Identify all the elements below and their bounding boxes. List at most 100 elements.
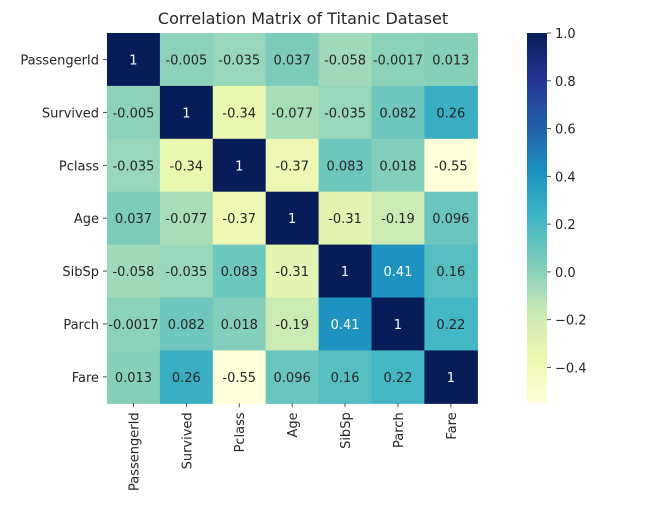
heatmap-cell <box>371 297 425 351</box>
heatmap-cell <box>107 350 161 404</box>
heatmap-cell <box>318 85 373 140</box>
row-tick-label: PassengerId <box>20 53 99 68</box>
cell-value-label: 1 <box>447 371 455 386</box>
heatmap-cell <box>212 85 267 140</box>
heatmap-cell <box>212 138 267 193</box>
heatmap-cell <box>159 85 214 140</box>
cell-value-label: 0.41 <box>383 265 412 280</box>
cell-value-label: -0.37 <box>275 159 309 174</box>
cell-value-label: 0.082 <box>168 318 205 333</box>
heatmap-cell <box>265 138 320 193</box>
cell-value-label: 0.083 <box>326 159 363 174</box>
colorbar: 1.0 0.8 0.6 0.4 0.2 0.0 −0.2 −0.4 <box>527 27 587 404</box>
cell-value-label: -0.19 <box>275 318 309 333</box>
colorbar-tick-label: 0.6 <box>555 123 576 138</box>
row-tick-labels: PassengerId Survived Pclass Age SibSp Parch Fa… <box>20 53 107 386</box>
cell-value-label: -0.31 <box>328 212 362 227</box>
cell-value-label: -0.005 <box>112 106 154 121</box>
cell-value-label: 0.083 <box>221 265 258 280</box>
cell-value-label: -0.005 <box>165 53 207 68</box>
colorbar-tick-label: 1.0 <box>555 27 576 42</box>
cell-value-label: -0.31 <box>275 265 309 280</box>
cell-value-label: 0.096 <box>432 212 469 227</box>
cell-value-label: 1 <box>288 212 296 227</box>
cell-value-label: 0.26 <box>172 371 201 386</box>
column-tick-labels: PassengerId Survived Pclass Age SibSp Parch Fa… <box>127 403 460 491</box>
cell-value-label: 0.22 <box>383 371 412 386</box>
heatmap-cells: 1 -0.005 -0.035 0.037 -0.058 -0.0017 0.013 -0.0… <box>107 33 478 404</box>
heatmap-cell <box>318 297 373 351</box>
heatmap-cell <box>371 85 425 140</box>
cell-value-label: -0.058 <box>112 265 154 280</box>
cell-value-label: 0.018 <box>221 318 258 333</box>
heatmap-cell <box>318 350 373 404</box>
cell-value-label: 0.013 <box>432 53 469 68</box>
heatmap-cell <box>265 85 320 140</box>
row-tick-label: Survived <box>42 106 99 121</box>
colorbar-tick-label: −0.4 <box>555 361 587 376</box>
cell-value-label: 1 <box>235 159 243 174</box>
heatmap-cell <box>107 191 161 246</box>
cell-value-label: -0.19 <box>381 212 415 227</box>
cell-value-label: -0.035 <box>112 159 154 174</box>
row-tick-label: SibSp <box>62 265 99 280</box>
heatmap-cell <box>212 33 267 87</box>
heatmap-cell <box>212 350 267 404</box>
cell-value-label: 0.26 <box>436 106 465 121</box>
column-tick-label: PassengerId <box>127 412 142 491</box>
heatmap-cell <box>265 33 320 87</box>
heatmap-cell <box>107 138 161 193</box>
cell-value-label: 0.16 <box>331 371 360 386</box>
heatmap-cell <box>107 244 161 299</box>
cell-value-label: 0.082 <box>379 106 416 121</box>
heatmap-cell <box>424 138 478 193</box>
chart-title: Correlation Matrix of Titanic Dataset <box>158 9 448 28</box>
column-tick-label: Fare <box>445 412 460 439</box>
cell-value-label: -0.035 <box>165 265 207 280</box>
heatmap-cell <box>318 138 373 193</box>
row-tick-label: Fare <box>72 371 99 386</box>
cell-value-label: -0.035 <box>324 106 366 121</box>
heatmap-cell <box>212 244 267 299</box>
heatmap-cell <box>159 33 214 87</box>
heatmap-cell <box>265 350 320 404</box>
row-tick-label: Pclass <box>59 159 99 174</box>
cell-value-label: -0.34 <box>222 106 256 121</box>
cell-value-label: 0.16 <box>436 265 465 280</box>
cell-value-label: -0.077 <box>165 212 207 227</box>
heatmap-cell <box>424 350 478 404</box>
heatmap-cell <box>159 191 214 246</box>
heatmap-cell <box>159 244 214 299</box>
heatmap-cell <box>371 33 425 87</box>
cell-value-label: -0.55 <box>434 159 468 174</box>
cell-value-label: 1 <box>341 265 349 280</box>
heatmap-cell <box>424 244 478 299</box>
heatmap-cell <box>424 191 478 246</box>
cell-value-label: 1 <box>394 318 402 333</box>
column-tick-label: Age <box>286 412 301 437</box>
colorbar-gradient <box>527 33 547 404</box>
heatmap-cell <box>424 297 478 351</box>
cell-value-label: 0.037 <box>115 212 152 227</box>
heatmap-cell <box>265 191 320 246</box>
heatmap-cell <box>159 350 214 404</box>
cell-value-label: 0.096 <box>274 371 311 386</box>
cell-value-label: -0.55 <box>222 371 256 386</box>
cell-value-label: -0.0017 <box>373 53 423 68</box>
heatmap-cell <box>371 191 425 246</box>
cell-value-label: -0.077 <box>271 106 313 121</box>
cell-value-label: -0.035 <box>218 53 260 68</box>
column-tick-label: Pclass <box>233 412 248 452</box>
cell-value-label: -0.0017 <box>108 318 158 333</box>
heatmap-cell <box>159 297 214 351</box>
heatmap-cell <box>318 191 373 246</box>
colorbar-tick-label: 0.0 <box>555 266 576 281</box>
cell-value-label: 1 <box>182 106 190 121</box>
heatmap-cell <box>107 297 161 351</box>
heatmap-cell <box>371 350 425 404</box>
heatmap-cell <box>424 33 478 87</box>
colorbar-tick-label: 0.2 <box>555 218 576 233</box>
cell-value-label: 0.22 <box>436 318 465 333</box>
row-tick-label: Parch <box>63 318 99 333</box>
